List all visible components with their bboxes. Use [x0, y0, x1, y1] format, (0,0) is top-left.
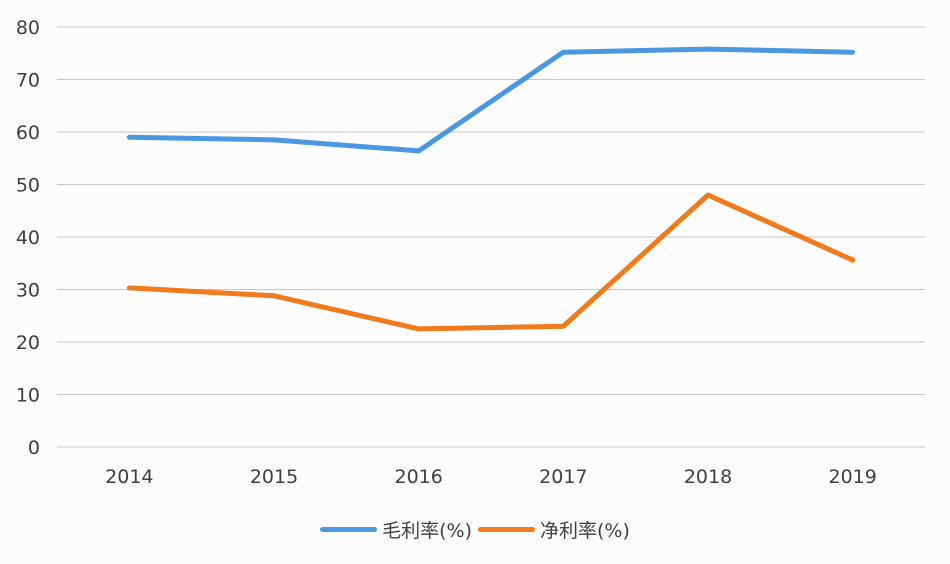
x-tick-label: 2015: [250, 466, 298, 488]
y-tick-label: 40: [16, 227, 40, 249]
series-line-0: [126, 46, 856, 154]
y-axis-ticks: 0 10 20 30 40 50 60 70 80: [16, 17, 40, 459]
x-tick-label: 2016: [394, 466, 442, 488]
series-lines: [126, 46, 856, 332]
x-tick-label: 2018: [684, 466, 732, 488]
x-tick-label: 2017: [539, 466, 587, 488]
legend-swatch-blue: [320, 527, 378, 532]
x-tick-label: 2019: [828, 466, 876, 488]
y-tick-label: 70: [16, 70, 40, 92]
y-tick-label: 30: [16, 280, 40, 302]
legend: 毛利率(%) 净利率(%): [0, 516, 950, 543]
series-line-1: [126, 192, 856, 332]
legend-label: 毛利率(%): [382, 520, 472, 542]
y-tick-label: 20: [16, 332, 40, 354]
x-axis-ticks: 2014 2015 2016 2017 2018 2019: [105, 466, 877, 488]
legend-label: 净利率(%): [540, 520, 630, 542]
y-tick-label: 50: [16, 175, 40, 197]
y-tick-label: 80: [16, 17, 40, 39]
gridlines: [57, 26, 925, 448]
legend-item-net-margin: 净利率(%): [478, 516, 630, 543]
legend-swatch-orange: [478, 527, 535, 532]
x-tick-label: 2014: [105, 466, 153, 488]
legend-item-gross-margin: 毛利率(%): [320, 516, 472, 543]
y-tick-label: 60: [16, 122, 40, 144]
y-tick-label: 0: [28, 437, 40, 459]
y-tick-label: 10: [16, 385, 40, 407]
